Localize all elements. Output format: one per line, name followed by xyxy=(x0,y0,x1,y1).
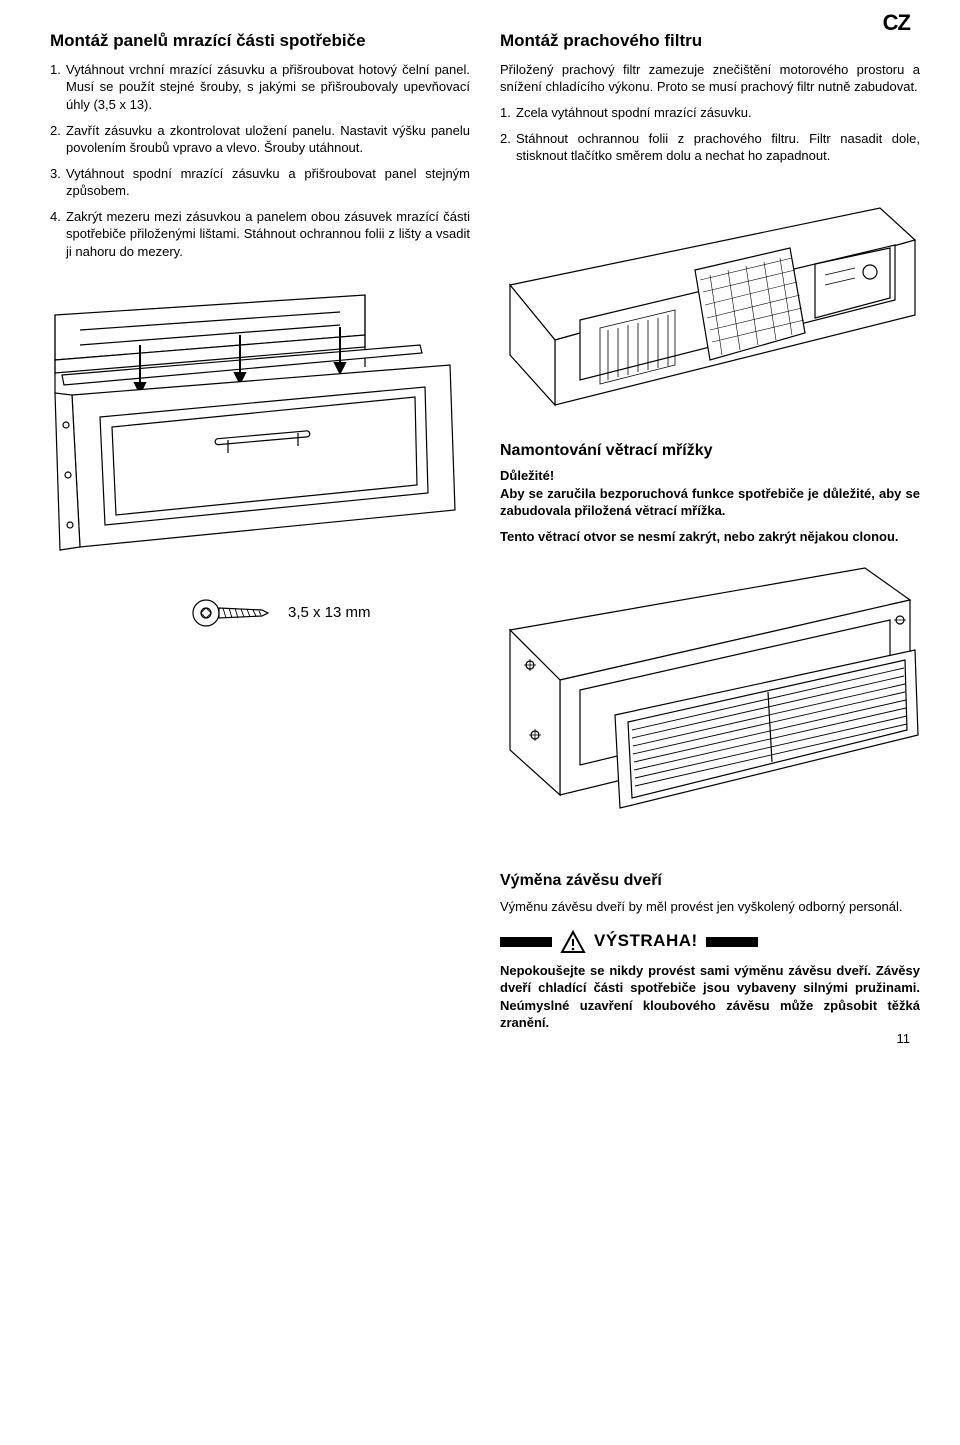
hinge-text: Výměnu závěsu dveří by měl provést jen v… xyxy=(500,898,920,916)
step-num: 4. xyxy=(50,208,61,226)
step-1: 1. Vytáhnout vrchní mrazící zásuvku a při… xyxy=(50,61,470,114)
warning-label: VÝSTRAHA! xyxy=(594,930,698,953)
screw-icon xyxy=(190,593,270,633)
filter-heading: Montáž prachového filtru xyxy=(500,30,920,53)
warning-bar-right xyxy=(706,937,758,947)
grille-section: Namontování větrací mřížky Důležité! Aby… xyxy=(500,440,920,841)
grille-important: Důležité! Aby se zaručila bezporuchová f… xyxy=(500,467,920,520)
step-text: Stáhnout ochrannou folii z prachového fi… xyxy=(516,131,920,164)
step-4: 4. Zakrýt mezeru mezi zásuvkou a panelem … xyxy=(50,208,470,261)
important-text: Aby se zaručila bezporuchová funkce spot… xyxy=(500,486,920,519)
grille-heading: Namontování větrací mřížky xyxy=(500,440,920,462)
step-2: 2. Zavřít zásuvku a zkontrolovat uložení … xyxy=(50,122,470,157)
left-steps: 1. Vytáhnout vrchní mrazící zásuvku a při… xyxy=(50,61,470,260)
screw-spec: 3,5 x 13 mm xyxy=(190,593,470,633)
drawer-panel-figure: 3,5 x 13 mm xyxy=(50,275,470,633)
step-text: Vytáhnout spodní mrazící zásuvku a přišr… xyxy=(66,166,470,199)
left-heading: Montáž panelů mrazící části spotřebiče xyxy=(50,30,470,53)
hinge-heading: Výměna závěsu dveří xyxy=(500,870,920,892)
left-column: Montáž panelů mrazící části spotřebiče 1… xyxy=(50,30,470,1040)
important-label: Důležité! xyxy=(500,468,554,483)
right-column: Montáž prachového filtru Přiložený prach… xyxy=(500,30,920,1040)
filter-steps: 1. Zcela vytáhnout spodní mrazící zásuvku… xyxy=(500,104,920,165)
hinge-section: Výměna závěsu dveří Výměnu závěsu dveří … xyxy=(500,870,920,1031)
step-3: 3. Vytáhnout spodní mrazící zásuvku a při… xyxy=(50,165,470,200)
step-text: Zcela vytáhnout spodní mrazící zásuvku. xyxy=(516,105,752,120)
filter-intro: Přiložený prachový filtr zamezuje znečiš… xyxy=(500,61,920,96)
page-number: 11 xyxy=(897,1030,911,1048)
screw-label: 3,5 x 13 mm xyxy=(288,603,371,623)
step-text: Zavřít zásuvku a zkontrolovat uložení pa… xyxy=(66,123,470,156)
grille-figure xyxy=(500,560,920,840)
step-num: 1. xyxy=(500,104,511,122)
step-text: Zakrýt mezeru mezi zásuvkou a panelem ob… xyxy=(66,209,470,259)
warning-row: VÝSTRAHA! xyxy=(500,930,920,954)
language-badge: CZ xyxy=(883,8,910,38)
step-num: 3. xyxy=(50,165,61,183)
step-num: 2. xyxy=(500,130,511,148)
warning-bar-left xyxy=(500,937,552,947)
two-column-layout: Montáž panelů mrazící části spotřebiče 1… xyxy=(50,30,910,1040)
step-num: 1. xyxy=(50,61,61,79)
filter-step-1: 1. Zcela vytáhnout spodní mrazící zásuvku… xyxy=(500,104,920,122)
step-num: 2. xyxy=(50,122,61,140)
filter-step-2: 2. Stáhnout ochrannou folii z prachového … xyxy=(500,130,920,165)
warning-body: Nepokoušejte se nikdy provést sami výměn… xyxy=(500,962,920,1032)
filter-figure xyxy=(500,180,920,410)
warning-triangle-icon xyxy=(560,930,586,954)
grille-note: Tento větrací otvor se nesmí zakrýt, neb… xyxy=(500,528,920,546)
step-text: Vytáhnout vrchní mrazící zásuvku a přišr… xyxy=(66,62,470,112)
